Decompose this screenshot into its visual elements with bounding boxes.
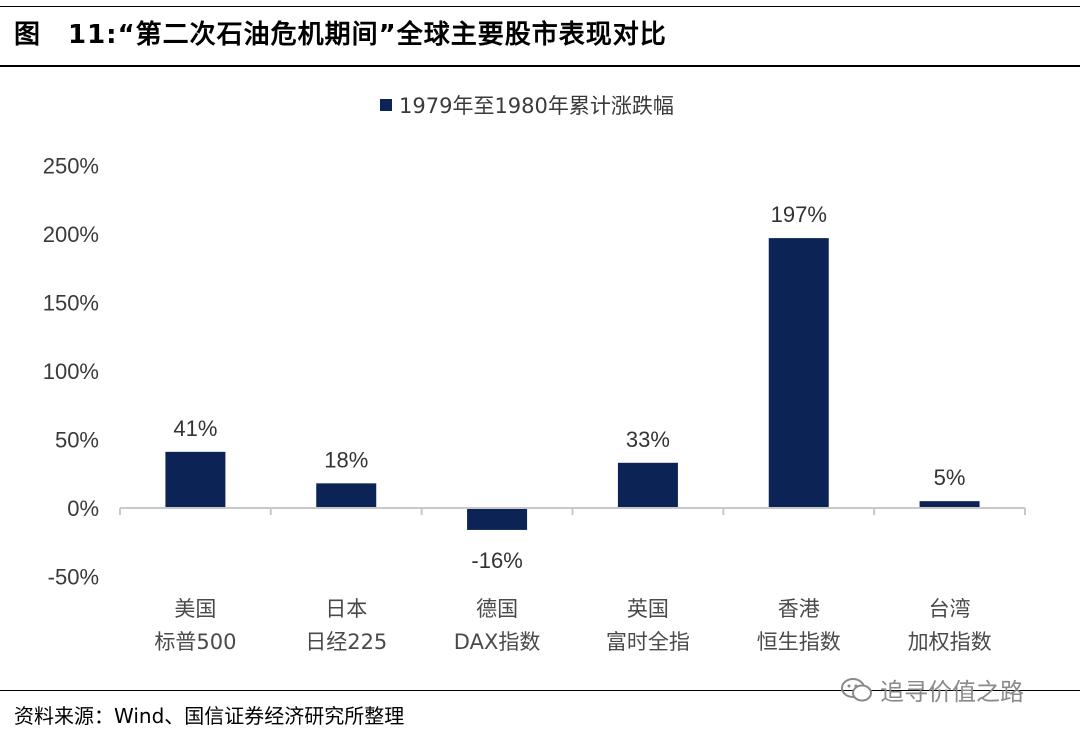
- plot-area: 41% 18% -16% 33% 197% 5%: [165, 202, 980, 573]
- bar: [617, 462, 678, 508]
- y-tick-label: 200%: [43, 222, 99, 247]
- wechat-icon: [841, 677, 872, 701]
- x-category-label: 富时全指: [606, 630, 690, 654]
- x-category-label: 标普500: [154, 630, 236, 654]
- title-underline: [0, 65, 1080, 67]
- top-rule: [0, 6, 1080, 7]
- legend-swatch: [380, 99, 392, 111]
- y-axis: -50% 0% 50% 100% 150% 200% 250%: [43, 154, 99, 590]
- data-label: 197%: [771, 202, 827, 227]
- data-label: 33%: [626, 427, 670, 452]
- bar: [768, 238, 829, 509]
- x-category-label: 英国: [627, 597, 669, 621]
- y-tick-label: 150%: [43, 291, 99, 316]
- x-category-label: 恒生指数: [757, 630, 841, 654]
- y-tick-label: 250%: [43, 154, 99, 179]
- legend-label: 1979年至1980年累计涨跌幅: [399, 94, 674, 118]
- watermark: 追寻价值之路: [840, 672, 1024, 707]
- x-category-label: 美国: [174, 597, 216, 621]
- data-label: 41%: [173, 416, 217, 441]
- x-category-label: 香港: [778, 597, 820, 621]
- y-tick-label: 50%: [55, 428, 99, 453]
- data-label: 18%: [324, 447, 368, 472]
- x-category-label: 加权指数: [908, 630, 992, 654]
- x-category-label: 日经225: [305, 630, 387, 654]
- bar: [919, 501, 980, 508]
- chart-legend: 1979年至1980年累计涨跌幅: [380, 94, 674, 118]
- data-label: 5%: [934, 465, 966, 490]
- bar: [316, 483, 377, 508]
- watermark-text: 追寻价值之路: [880, 678, 1024, 706]
- x-category-label: 台湾: [929, 597, 971, 621]
- bar: [467, 508, 528, 530]
- bar-chart: 1979年至1980年累计涨跌幅 -50% 0% 50% 100% 150% 200% 25…: [43, 94, 1026, 654]
- x-category-label: 日本: [325, 597, 367, 621]
- figure-title: 图 11:“第二次石油危机期间”全球主要股市表现对比: [14, 20, 667, 50]
- y-tick-label: -50%: [48, 565, 99, 590]
- y-tick-label: 100%: [43, 359, 99, 384]
- source-note: 资料来源：Wind、国信证券经济研究所整理: [14, 704, 405, 728]
- x-category-label: DAX指数: [454, 630, 541, 654]
- bar: [165, 451, 226, 508]
- x-category-label: 德国: [476, 597, 518, 621]
- data-label: -16%: [471, 548, 522, 573]
- footer-rule: [0, 690, 1080, 691]
- y-tick-label: 0%: [67, 496, 99, 521]
